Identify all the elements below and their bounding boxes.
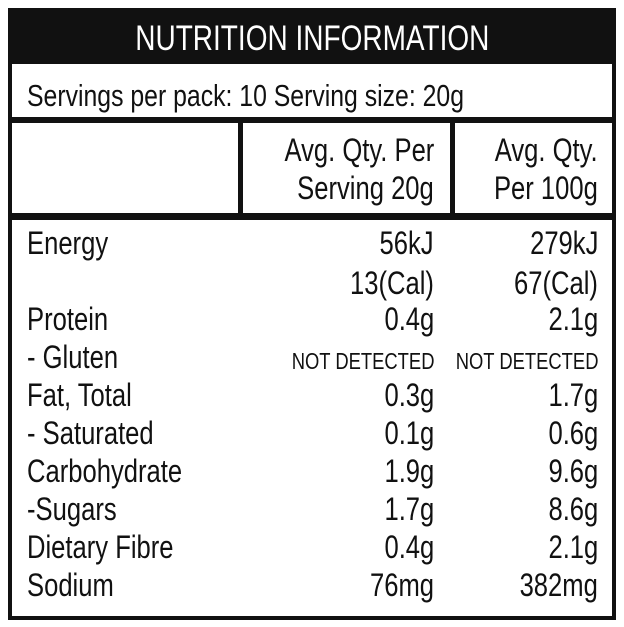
cell-value: 56kJ (366, 227, 434, 259)
cell-value: 0.3g (372, 379, 434, 411)
column-header-text: Serving 20g (297, 170, 434, 206)
cell-value-text: 0.4g (384, 529, 434, 565)
row-label: Fat, Total (27, 379, 158, 411)
cell-value: 2.1g (536, 531, 598, 563)
column-header-text: Avg. Qty. (495, 132, 598, 168)
row-label-text: Fat, Total (27, 377, 132, 413)
column-divider (450, 117, 455, 217)
divider (8, 213, 616, 220)
cell-value-text: 0.3g (384, 377, 434, 413)
row-label-text: -Sugars (27, 491, 117, 527)
cell-value-text: 0.4g (384, 301, 434, 337)
row-label: Carbohydrate (27, 455, 221, 487)
row-label: Energy (27, 227, 128, 259)
servings-text: Servings per pack: 10 Serving size: 20g (27, 77, 464, 113)
row-label-text: - Gluten (27, 339, 119, 375)
cell-value-text: 9.6g (548, 453, 598, 489)
cell-value-text: 56kJ (379, 225, 434, 261)
row-label-text: Energy (27, 225, 109, 261)
cell-value: 279kJ (513, 227, 598, 259)
row-label: - Saturated (27, 417, 185, 449)
title-text: NUTRITION INFORMATION (134, 18, 490, 58)
cell-value-text: 1.9g (384, 453, 434, 489)
column-header-text: Per 100g (494, 170, 598, 206)
column-divider (238, 117, 243, 217)
cell-value: 1.7g (536, 379, 598, 411)
cell-value-text: 8.6g (548, 491, 598, 527)
cell-value: 382mg (500, 569, 598, 601)
title: NUTRITION INFORMATION (0, 21, 624, 56)
servings: Servings per pack: 10 Serving size: 20g (27, 80, 573, 111)
cell-value: 8.6g (536, 493, 598, 525)
row-label: Protein (27, 303, 128, 335)
row-label-text: Dietary Fibre (27, 529, 174, 565)
cell-value-text: 1.7g (548, 377, 598, 413)
cell-value-text: 13(Cal) (350, 265, 434, 301)
row-label-text: Sodium (27, 567, 114, 603)
cell-value: 13(Cal) (329, 267, 434, 299)
cell-value: 76mg (354, 569, 434, 601)
cell-value-text: 67(Cal) (514, 265, 598, 301)
cell-value-text: 279kJ (529, 225, 598, 261)
cell-value: 67(Cal) (493, 267, 598, 299)
cell-value-text: 1.7g (384, 491, 434, 527)
cell-value-text: 2.1g (548, 529, 598, 565)
row-label-text: Protein (27, 301, 109, 337)
cell-value-text: NOT DETECTED (291, 347, 434, 374)
cell-value: 1.7g (372, 493, 434, 525)
cell-value-text: NOT DETECTED (455, 347, 598, 374)
cell-value: 0.6g (536, 417, 598, 449)
row-label: - Gluten (27, 341, 141, 373)
column-header: Serving 20g (263, 172, 434, 204)
column-header: Avg. Qty. (469, 134, 598, 166)
cell-value: 0.4g (372, 303, 434, 335)
cell-value: NOT DETECTED (256, 347, 434, 374)
row-label-text: Carbohydrate (27, 453, 183, 489)
cell-value-text: 2.1g (548, 301, 598, 337)
row-label: Dietary Fibre (27, 531, 210, 563)
cell-value: 2.1g (536, 303, 598, 335)
cell-value: 9.6g (536, 455, 598, 487)
cell-value-text: 0.1g (384, 415, 434, 451)
cell-value: 0.1g (372, 417, 434, 449)
row-label: -Sugars (27, 493, 139, 525)
column-header-text: Avg. Qty. Per (284, 132, 434, 168)
row-label-text: - Saturated (27, 415, 154, 451)
panel-body (12, 64, 612, 616)
cell-value-text: 382mg (519, 567, 598, 603)
cell-value-text: 0.6g (548, 415, 598, 451)
cell-value: 0.4g (372, 531, 434, 563)
row-label: Sodium (27, 569, 136, 601)
divider (8, 117, 616, 123)
column-header: Per 100g (468, 172, 598, 204)
cell-value-text: 76mg (369, 567, 434, 603)
column-header: Avg. Qty. Per (247, 134, 434, 166)
cell-value: 1.9g (372, 455, 434, 487)
cell-value: NOT DETECTED (420, 347, 598, 374)
